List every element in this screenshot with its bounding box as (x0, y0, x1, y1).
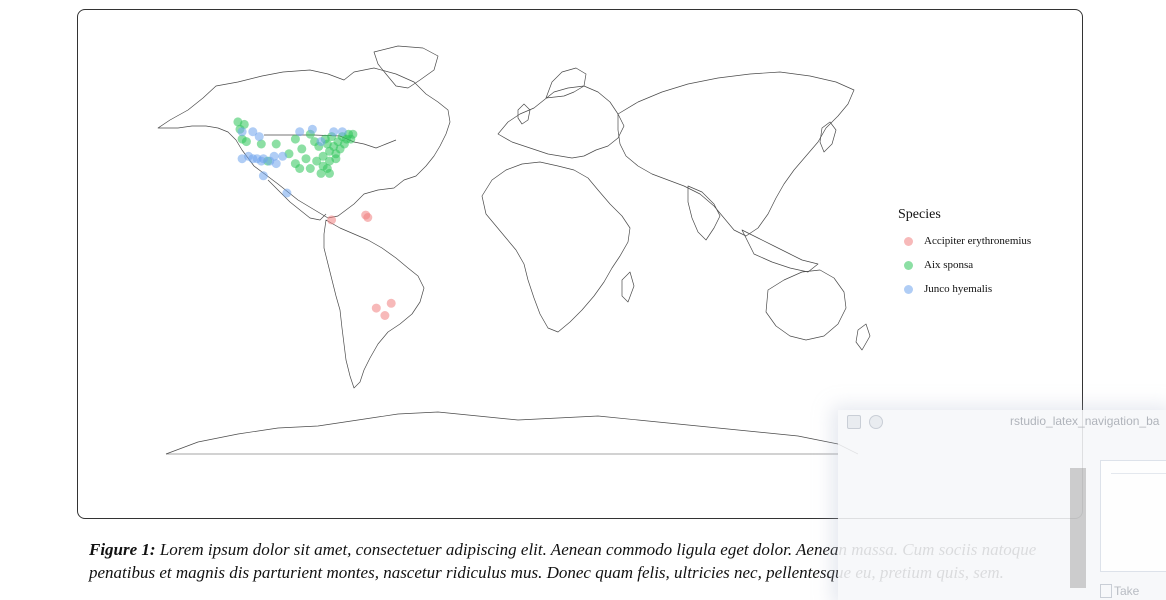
occurrence-point (348, 130, 357, 139)
occurrence-point (272, 140, 281, 149)
occurrence-point (282, 189, 291, 198)
occurrence-point (338, 127, 347, 136)
antarctica-outline (166, 412, 858, 454)
legend-item-accipiter: Accipiter erythronemius (898, 229, 1031, 253)
occurrence-point (327, 215, 336, 224)
occurrence-point (238, 127, 247, 136)
japan-outline (820, 122, 836, 152)
window-app-icon (847, 415, 861, 429)
india-outline (688, 186, 720, 240)
species-legend: Species Accipiter erythronemius Aix spon… (898, 207, 1031, 301)
occurrence-point (312, 157, 321, 166)
occurrence-point (308, 125, 317, 134)
occurrence-point (242, 137, 251, 146)
overlay-window-title: rstudio_latex_navigation_ba (1010, 414, 1159, 428)
asia-outline (618, 72, 854, 236)
madagascar-outline (622, 272, 634, 302)
europe-outline (498, 86, 624, 158)
new-zealand-outline (856, 324, 870, 350)
overlay-preview-thumbnail[interactable] (1100, 460, 1166, 572)
occurrence-point (278, 152, 287, 161)
thumbnail-content (1111, 473, 1166, 510)
africa-outline (482, 162, 630, 332)
legend-title: Species (898, 207, 1031, 223)
occurrence-point (317, 169, 326, 178)
occurrence-point (295, 127, 304, 136)
legend-swatch (904, 237, 913, 246)
australia-outline (766, 270, 846, 340)
occurrence-point (363, 213, 372, 222)
take-icon (1100, 584, 1112, 598)
occurrence-point (259, 171, 268, 180)
occurrence-point (331, 154, 340, 163)
occurrence-point (317, 137, 326, 146)
occurrence-point (297, 144, 306, 153)
overlay-scrollbar[interactable] (1070, 468, 1086, 588)
greenland-outline (374, 46, 438, 88)
southeast-asia-outline (742, 230, 818, 272)
occurrence-point (306, 164, 315, 173)
country-outlines (158, 46, 870, 454)
window-button-icon[interactable] (869, 415, 883, 429)
legend-label: Accipiter erythronemius (924, 235, 1031, 247)
south-america-outline (324, 220, 424, 388)
legend-swatch (904, 261, 913, 270)
occurrence-point (372, 304, 381, 313)
legend-label: Aix sponsa (924, 259, 973, 271)
occurrence-point (270, 152, 279, 161)
take-button[interactable]: Take (1114, 584, 1139, 598)
figure-label: Figure 1: (89, 540, 156, 559)
north-america-outline (158, 68, 450, 218)
occurrence-point (380, 311, 389, 320)
occurrence-point (329, 127, 338, 136)
legend-label: Junco hyemalis (924, 283, 992, 295)
legend-item-aix: Aix sponsa (898, 253, 1031, 277)
occurrence-point (255, 132, 264, 141)
occurrence-point (325, 169, 334, 178)
occurrence-point (387, 299, 396, 308)
overlay-titlebar: rstudio_latex_navigation_ba (838, 410, 1166, 432)
legend-swatch (904, 285, 913, 294)
occurrence-point (302, 154, 311, 163)
mexico-outline (268, 180, 326, 220)
occurrence-point (291, 159, 300, 168)
legend-item-junco: Junco hyemalis (898, 277, 1031, 301)
screenshot-thumbnail-overlay[interactable]: rstudio_latex_navigation_ba Take (838, 410, 1166, 600)
